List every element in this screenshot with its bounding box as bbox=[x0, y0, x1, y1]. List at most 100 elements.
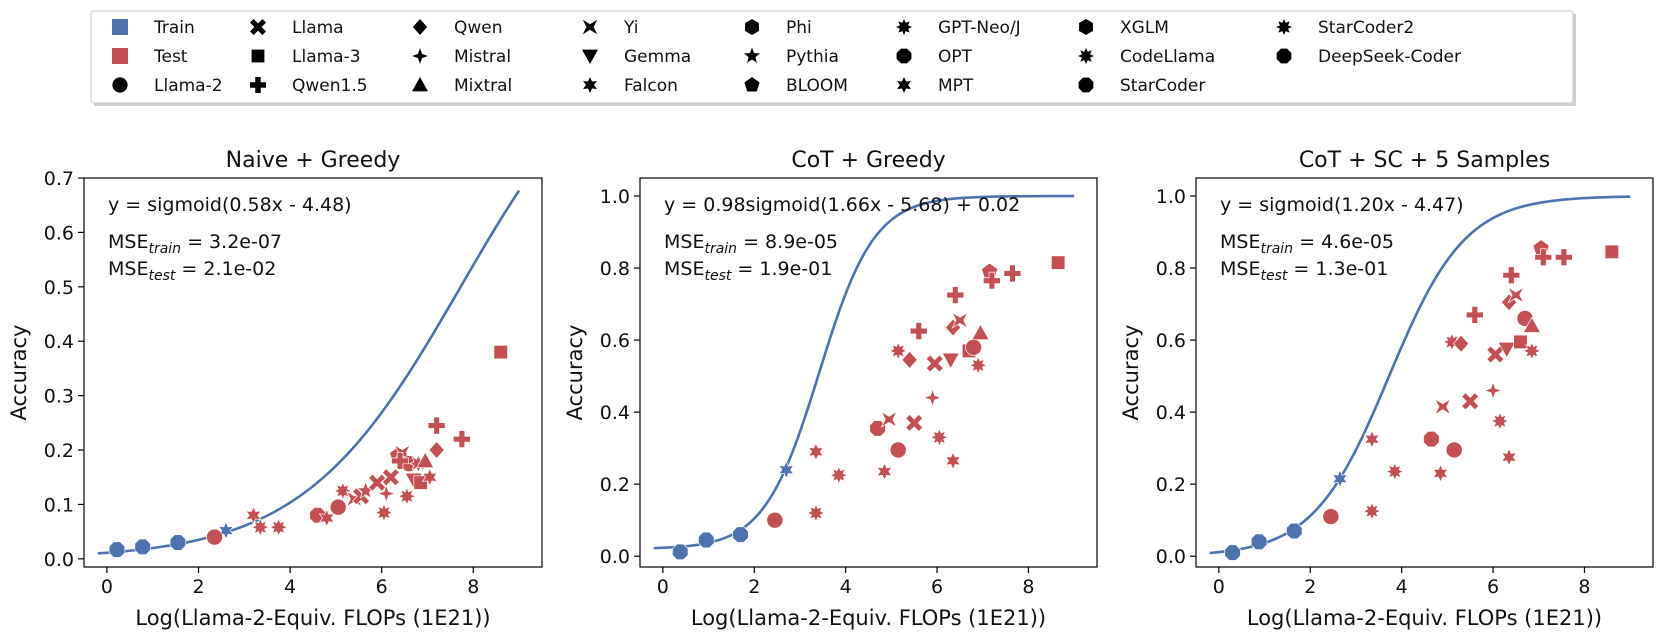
y-axis-label: Accuracy bbox=[1119, 325, 1143, 421]
chart-title: Naive + Greedy bbox=[226, 148, 401, 173]
legend-label: DeepSeek-Coder bbox=[1318, 47, 1461, 67]
legend-label: Gemma bbox=[624, 47, 691, 67]
mse-prefix: MSE bbox=[664, 231, 704, 253]
data-point-test-25 bbox=[391, 452, 409, 470]
data-point-test-18 bbox=[946, 286, 965, 304]
data-point-test-13 bbox=[376, 483, 396, 504]
fit-curve bbox=[653, 194, 1075, 550]
data-point-test-2 bbox=[807, 442, 825, 462]
mse-subscript: test bbox=[704, 268, 731, 284]
axes-frame bbox=[83, 177, 543, 568]
mse-subscript: test bbox=[1260, 268, 1287, 284]
data-point-test-20 bbox=[1513, 334, 1528, 350]
legend-marker-opt bbox=[896, 48, 912, 64]
legend-marker-qwen bbox=[412, 19, 428, 35]
x-tick-label: 4 bbox=[840, 576, 852, 598]
y-tick-label: 0.2 bbox=[1156, 474, 1186, 496]
x-axis-label: Log(Llama-2-Equiv. FLOPs (1E21)) bbox=[135, 606, 490, 630]
y-tick-label: 0.7 bbox=[44, 168, 74, 190]
mse-test-annotation: MSEtest = 1.3e-01 bbox=[1220, 258, 1388, 284]
y-tick-label: 0.2 bbox=[44, 440, 74, 462]
series-train bbox=[1224, 469, 1349, 561]
x-tick-label: 2 bbox=[748, 576, 760, 598]
y-tick-label: 0.0 bbox=[1156, 546, 1186, 568]
legend-marker-qwen1-5 bbox=[250, 77, 266, 93]
data-point-test-23 bbox=[1522, 316, 1541, 333]
data-point-train-1 bbox=[1250, 533, 1268, 550]
y-tick-label: 0.4 bbox=[1156, 402, 1186, 424]
data-point-test-13 bbox=[1486, 345, 1505, 364]
data-point-test-7 bbox=[888, 341, 908, 361]
data-point-test-0 bbox=[206, 528, 223, 546]
mse-test-annotation: MSEtest = 1.9e-01 bbox=[664, 258, 832, 284]
y-tick-label: 0.4 bbox=[600, 402, 630, 424]
y-axis-label: Accuracy bbox=[7, 325, 31, 421]
data-point-train-2 bbox=[1286, 522, 1303, 540]
legend-marker-llama-2 bbox=[112, 77, 128, 93]
data-point-test-16 bbox=[1500, 447, 1518, 467]
data-point-test-0 bbox=[1322, 508, 1340, 525]
legend-marker-train bbox=[112, 19, 128, 35]
data-point-train-0 bbox=[108, 541, 126, 558]
y-tick-label: 0.6 bbox=[600, 330, 630, 352]
y-tick-label: 0.2 bbox=[600, 474, 630, 496]
y-tick-label: 0.8 bbox=[1156, 258, 1186, 280]
mse-subscript: test bbox=[148, 268, 175, 284]
data-point-test-22 bbox=[416, 451, 435, 469]
x-tick-label: 2 bbox=[1304, 576, 1316, 598]
data-point-test-26 bbox=[1555, 248, 1573, 267]
legend-label: CodeLlama bbox=[1120, 47, 1215, 67]
mse-value: = 3.2e-07 bbox=[181, 231, 282, 253]
legend-marker-codellama bbox=[1078, 48, 1094, 64]
mse-subscript: train bbox=[1260, 241, 1293, 257]
legend-label: BLOOM bbox=[786, 76, 848, 96]
legend-marker-deepseek-coder bbox=[1276, 48, 1292, 64]
data-point-test-24 bbox=[428, 441, 445, 460]
axes-frame bbox=[639, 177, 1098, 568]
legend-marker-mpt bbox=[897, 77, 911, 93]
mse-subscript: train bbox=[148, 241, 181, 257]
mse-prefix: MSE bbox=[1220, 258, 1260, 280]
y-tick-label: 0.8 bbox=[600, 258, 630, 280]
chart-panel-3: 0 2 4 6 8 0.0 0.2 0.4 0.6 0.8 1.0 CoT + SC + 5 Samp… bbox=[1119, 148, 1654, 630]
fit-curve bbox=[1209, 195, 1631, 555]
legend-marker-xglm bbox=[1079, 19, 1093, 35]
y-tick-label: 1.0 bbox=[600, 186, 630, 208]
y-tick-label: 0.6 bbox=[1156, 330, 1186, 352]
legend-marker-starcoder bbox=[1078, 77, 1094, 93]
legend-marker-llama-3 bbox=[251, 49, 265, 63]
data-point-test-11 bbox=[1465, 306, 1484, 324]
legend-label: Phi bbox=[786, 18, 812, 38]
legend-label: XGLM bbox=[1120, 18, 1169, 38]
axes-frame bbox=[1195, 177, 1654, 568]
legend-label: Llama bbox=[292, 18, 344, 38]
y-tick-label: 0.0 bbox=[600, 546, 630, 568]
data-point-test-3 bbox=[1385, 462, 1405, 481]
data-point-test-12 bbox=[1483, 380, 1503, 401]
fit-formula: y = sigmoid(1.20x - 4.47) bbox=[1220, 194, 1464, 216]
mse-train-annotation: MSEtrain = 8.9e-05 bbox=[664, 231, 838, 257]
data-point-train-0 bbox=[672, 543, 689, 561]
x-tick-label: 0 bbox=[101, 576, 113, 598]
data-point-test-3 bbox=[829, 465, 849, 485]
legend-marker-pythia bbox=[744, 47, 760, 63]
series-test bbox=[766, 255, 1066, 529]
y-tick-label: 1.0 bbox=[1156, 186, 1186, 208]
legend-label: Llama-2 bbox=[154, 76, 223, 96]
data-point-test-1 bbox=[806, 503, 826, 523]
fit-curve bbox=[97, 189, 521, 555]
legend-marker-mistral bbox=[412, 48, 428, 64]
data-point-train-1 bbox=[698, 531, 715, 549]
x-tick-label: 0 bbox=[657, 576, 669, 598]
mse-prefix: MSE bbox=[664, 258, 704, 280]
data-point-test-3 bbox=[269, 517, 289, 537]
legend-label: Mixtral bbox=[454, 76, 512, 96]
data-point-test-22 bbox=[1522, 341, 1542, 361]
data-point-test-4 bbox=[1423, 430, 1440, 448]
mse-prefix: MSE bbox=[108, 231, 148, 253]
data-point-test-15 bbox=[1497, 341, 1516, 359]
data-point-test-8 bbox=[1445, 441, 1463, 459]
legend-label: Falcon bbox=[624, 76, 678, 96]
data-point-test-14 bbox=[929, 427, 949, 447]
